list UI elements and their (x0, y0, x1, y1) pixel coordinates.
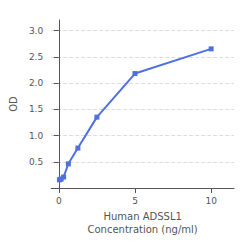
svg-text:0.5: 0.5 (29, 157, 43, 167)
svg-text:Human ADSSL1: Human ADSSL1 (103, 211, 181, 222)
svg-text:10: 10 (205, 196, 217, 206)
svg-text:Concentration (ng/ml): Concentration (ng/ml) (87, 224, 197, 235)
svg-text:2.0: 2.0 (29, 78, 44, 88)
svg-text:5: 5 (132, 196, 138, 206)
svg-text:OD: OD (8, 96, 19, 112)
svg-text:0: 0 (56, 196, 62, 206)
svg-text:3.0: 3.0 (29, 26, 44, 36)
svg-text:1.0: 1.0 (29, 131, 44, 141)
svg-text:1.5: 1.5 (29, 104, 43, 114)
svg-text:2.5: 2.5 (29, 52, 43, 62)
